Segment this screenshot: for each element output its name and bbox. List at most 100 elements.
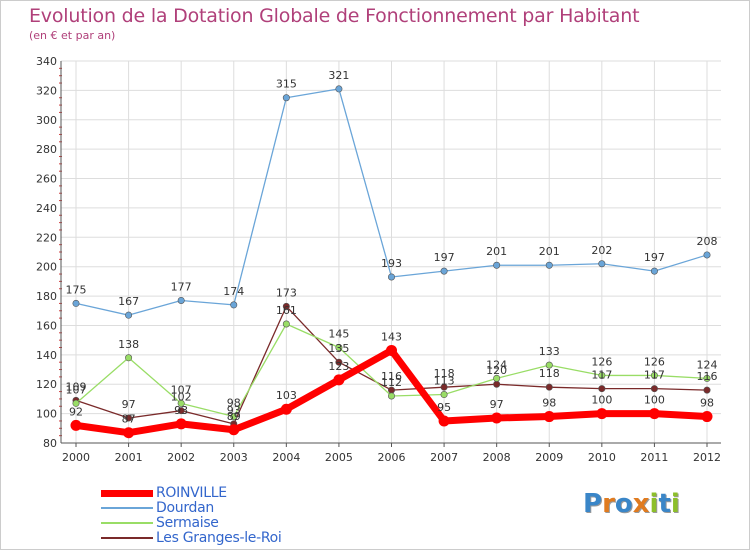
data-label: 93	[227, 404, 241, 417]
x-tick-label: 2009	[535, 451, 563, 464]
legend-label: Dourdan	[156, 500, 214, 516]
data-label: 193	[381, 257, 402, 270]
y-tick-label: 80	[43, 437, 57, 450]
y-tick-label: 100	[36, 408, 57, 421]
data-label: 202	[591, 244, 612, 257]
data-label: 118	[434, 367, 455, 380]
data-label: 135	[328, 342, 349, 355]
y-tick-label: 300	[36, 114, 57, 127]
data-point	[543, 411, 555, 423]
legend-label: Sermaise	[156, 515, 219, 531]
x-tick-label: 2007	[430, 451, 458, 464]
data-label: 315	[276, 78, 297, 91]
data-label: 100	[644, 394, 665, 407]
legend-swatch	[101, 507, 153, 509]
data-label: 321	[328, 69, 349, 82]
x-tick-label: 2000	[62, 451, 90, 464]
data-label: 126	[644, 355, 665, 368]
y-tick-label: 280	[36, 143, 57, 156]
data-point	[703, 251, 711, 259]
legend-label: Les Granges-le-Roi	[156, 530, 282, 546]
data-point	[440, 267, 448, 275]
data-point	[335, 85, 343, 93]
data-label: 116	[381, 370, 402, 383]
x-tick-label: 2003	[220, 451, 248, 464]
axes: 80 100 120 140 160 180 200 220 240 260 280 300 320 34…	[36, 55, 721, 464]
logo-letter: x	[632, 489, 650, 519]
data-label: 103	[276, 389, 297, 402]
data-label: 208	[697, 235, 718, 248]
grid	[61, 60, 721, 443]
data-point	[175, 418, 187, 430]
data-point	[598, 371, 606, 379]
data-point	[177, 399, 185, 407]
data-point	[387, 392, 395, 400]
proxiti-logo: Proxiti	[583, 489, 680, 519]
data-label: 124	[486, 358, 507, 371]
chart-subtitle: (en € et par an)	[29, 29, 116, 42]
x-tick-label: 2010	[588, 451, 616, 464]
data-point	[650, 371, 658, 379]
y-tick-label: 200	[36, 261, 57, 274]
y-tick-label: 140	[36, 349, 57, 362]
data-point	[440, 391, 448, 399]
data-point	[282, 302, 290, 310]
data-point	[70, 419, 82, 431]
data-point	[545, 383, 553, 391]
data-point	[72, 399, 80, 407]
legend-label: ROINVILLE	[156, 485, 227, 501]
logo-letter: o	[614, 489, 633, 519]
data-point	[72, 299, 80, 307]
logo-letter: P	[583, 489, 603, 519]
data-label: 133	[539, 345, 560, 358]
data-label: 123	[328, 360, 349, 373]
data-label: 167	[118, 295, 139, 308]
data-point	[438, 415, 450, 427]
y-tick-label: 320	[36, 84, 57, 97]
legend-item: Les Granges-le-Roi	[101, 530, 361, 546]
x-tick-label: 2011	[640, 451, 668, 464]
data-label: 107	[171, 383, 192, 396]
data-point	[493, 374, 501, 382]
x-tick-label: 2002	[167, 451, 195, 464]
data-point	[125, 311, 133, 319]
data-label: 109	[66, 380, 87, 393]
data-label: 174	[223, 285, 244, 298]
legend-swatch	[101, 537, 153, 539]
data-point	[280, 403, 292, 415]
data-point	[230, 413, 238, 421]
data-point	[598, 260, 606, 268]
data-label: 118	[539, 367, 560, 380]
data-label: 197	[644, 251, 665, 264]
data-label: 93	[174, 404, 188, 417]
data-point	[228, 424, 240, 436]
data-point	[545, 261, 553, 269]
data-point	[650, 267, 658, 275]
data-label: 98	[542, 397, 556, 410]
legend-item: Dourdan	[101, 500, 361, 516]
data-point	[701, 411, 713, 423]
x-tick-label: 2001	[115, 451, 143, 464]
data-point	[598, 385, 606, 393]
data-label: 173	[276, 286, 297, 299]
data-label: 120	[486, 364, 507, 377]
data-point	[386, 344, 397, 356]
y-tick-label: 240	[36, 202, 57, 215]
data-point	[387, 273, 395, 281]
data-label: 116	[697, 370, 718, 383]
data-label: 126	[591, 355, 612, 368]
data-point	[123, 427, 135, 439]
data-label: 87	[122, 413, 136, 426]
data-label: 89	[227, 410, 241, 423]
data-label: 107	[66, 383, 87, 396]
data-label: 177	[171, 280, 192, 293]
legend: ROINVILLE Dourdan Sermaise Les Granges-le-R…	[101, 485, 361, 546]
data-label: 113	[434, 375, 455, 388]
x-tick-label: 2006	[378, 451, 406, 464]
data-point	[493, 261, 501, 269]
data-label: 175	[66, 283, 87, 296]
x-tick-label: 2004	[272, 451, 300, 464]
data-label: 97	[490, 398, 504, 411]
